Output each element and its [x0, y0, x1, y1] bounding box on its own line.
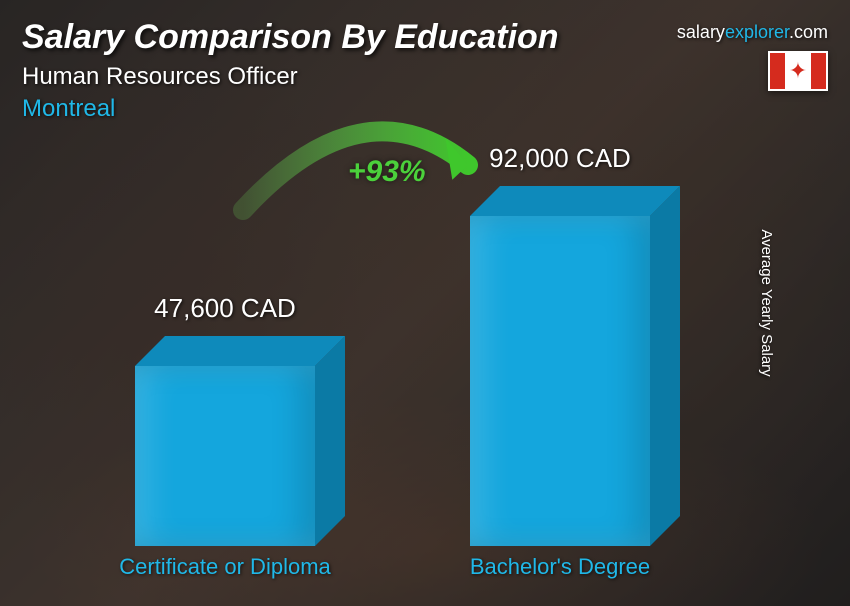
flag-red-right — [811, 53, 826, 89]
location: Montreal — [22, 95, 828, 123]
brand-text: salaryexplorer.com — [677, 22, 828, 43]
bar-side — [650, 186, 680, 546]
bar-1: 92,000 CADBachelor's Degree — [470, 216, 650, 546]
maple-leaf-icon: ✦ — [789, 60, 807, 82]
brand-suffix: explorer — [725, 22, 789, 42]
bar-top — [470, 186, 680, 216]
chart-area: 47,600 CADCertificate or Diploma92,000 C… — [0, 150, 810, 586]
bar-front — [135, 366, 315, 546]
flag-white-center: ✦ — [785, 53, 811, 89]
percent-increase-label: +93% — [348, 155, 426, 189]
flag-canada-icon: ✦ — [768, 51, 828, 91]
bar-value: 47,600 CAD — [154, 293, 296, 324]
bar-label: Bachelor's Degree — [470, 554, 650, 580]
bars-container: 47,600 CADCertificate or Diploma 92,000 C… — [0, 166, 810, 546]
bar-front — [470, 216, 650, 546]
brand-prefix: salary — [677, 22, 725, 42]
bar-label: Certificate or Diploma — [119, 554, 331, 580]
brand-block: salaryexplorer.com ✦ — [677, 22, 828, 91]
bar-side — [315, 336, 345, 546]
flag-red-left — [770, 53, 785, 89]
bar-top — [135, 336, 345, 366]
bar-0: 47,600 CADCertificate or Diploma — [135, 366, 315, 546]
bar-value: 92,000 CAD — [489, 143, 631, 174]
brand-tld: .com — [789, 22, 828, 42]
